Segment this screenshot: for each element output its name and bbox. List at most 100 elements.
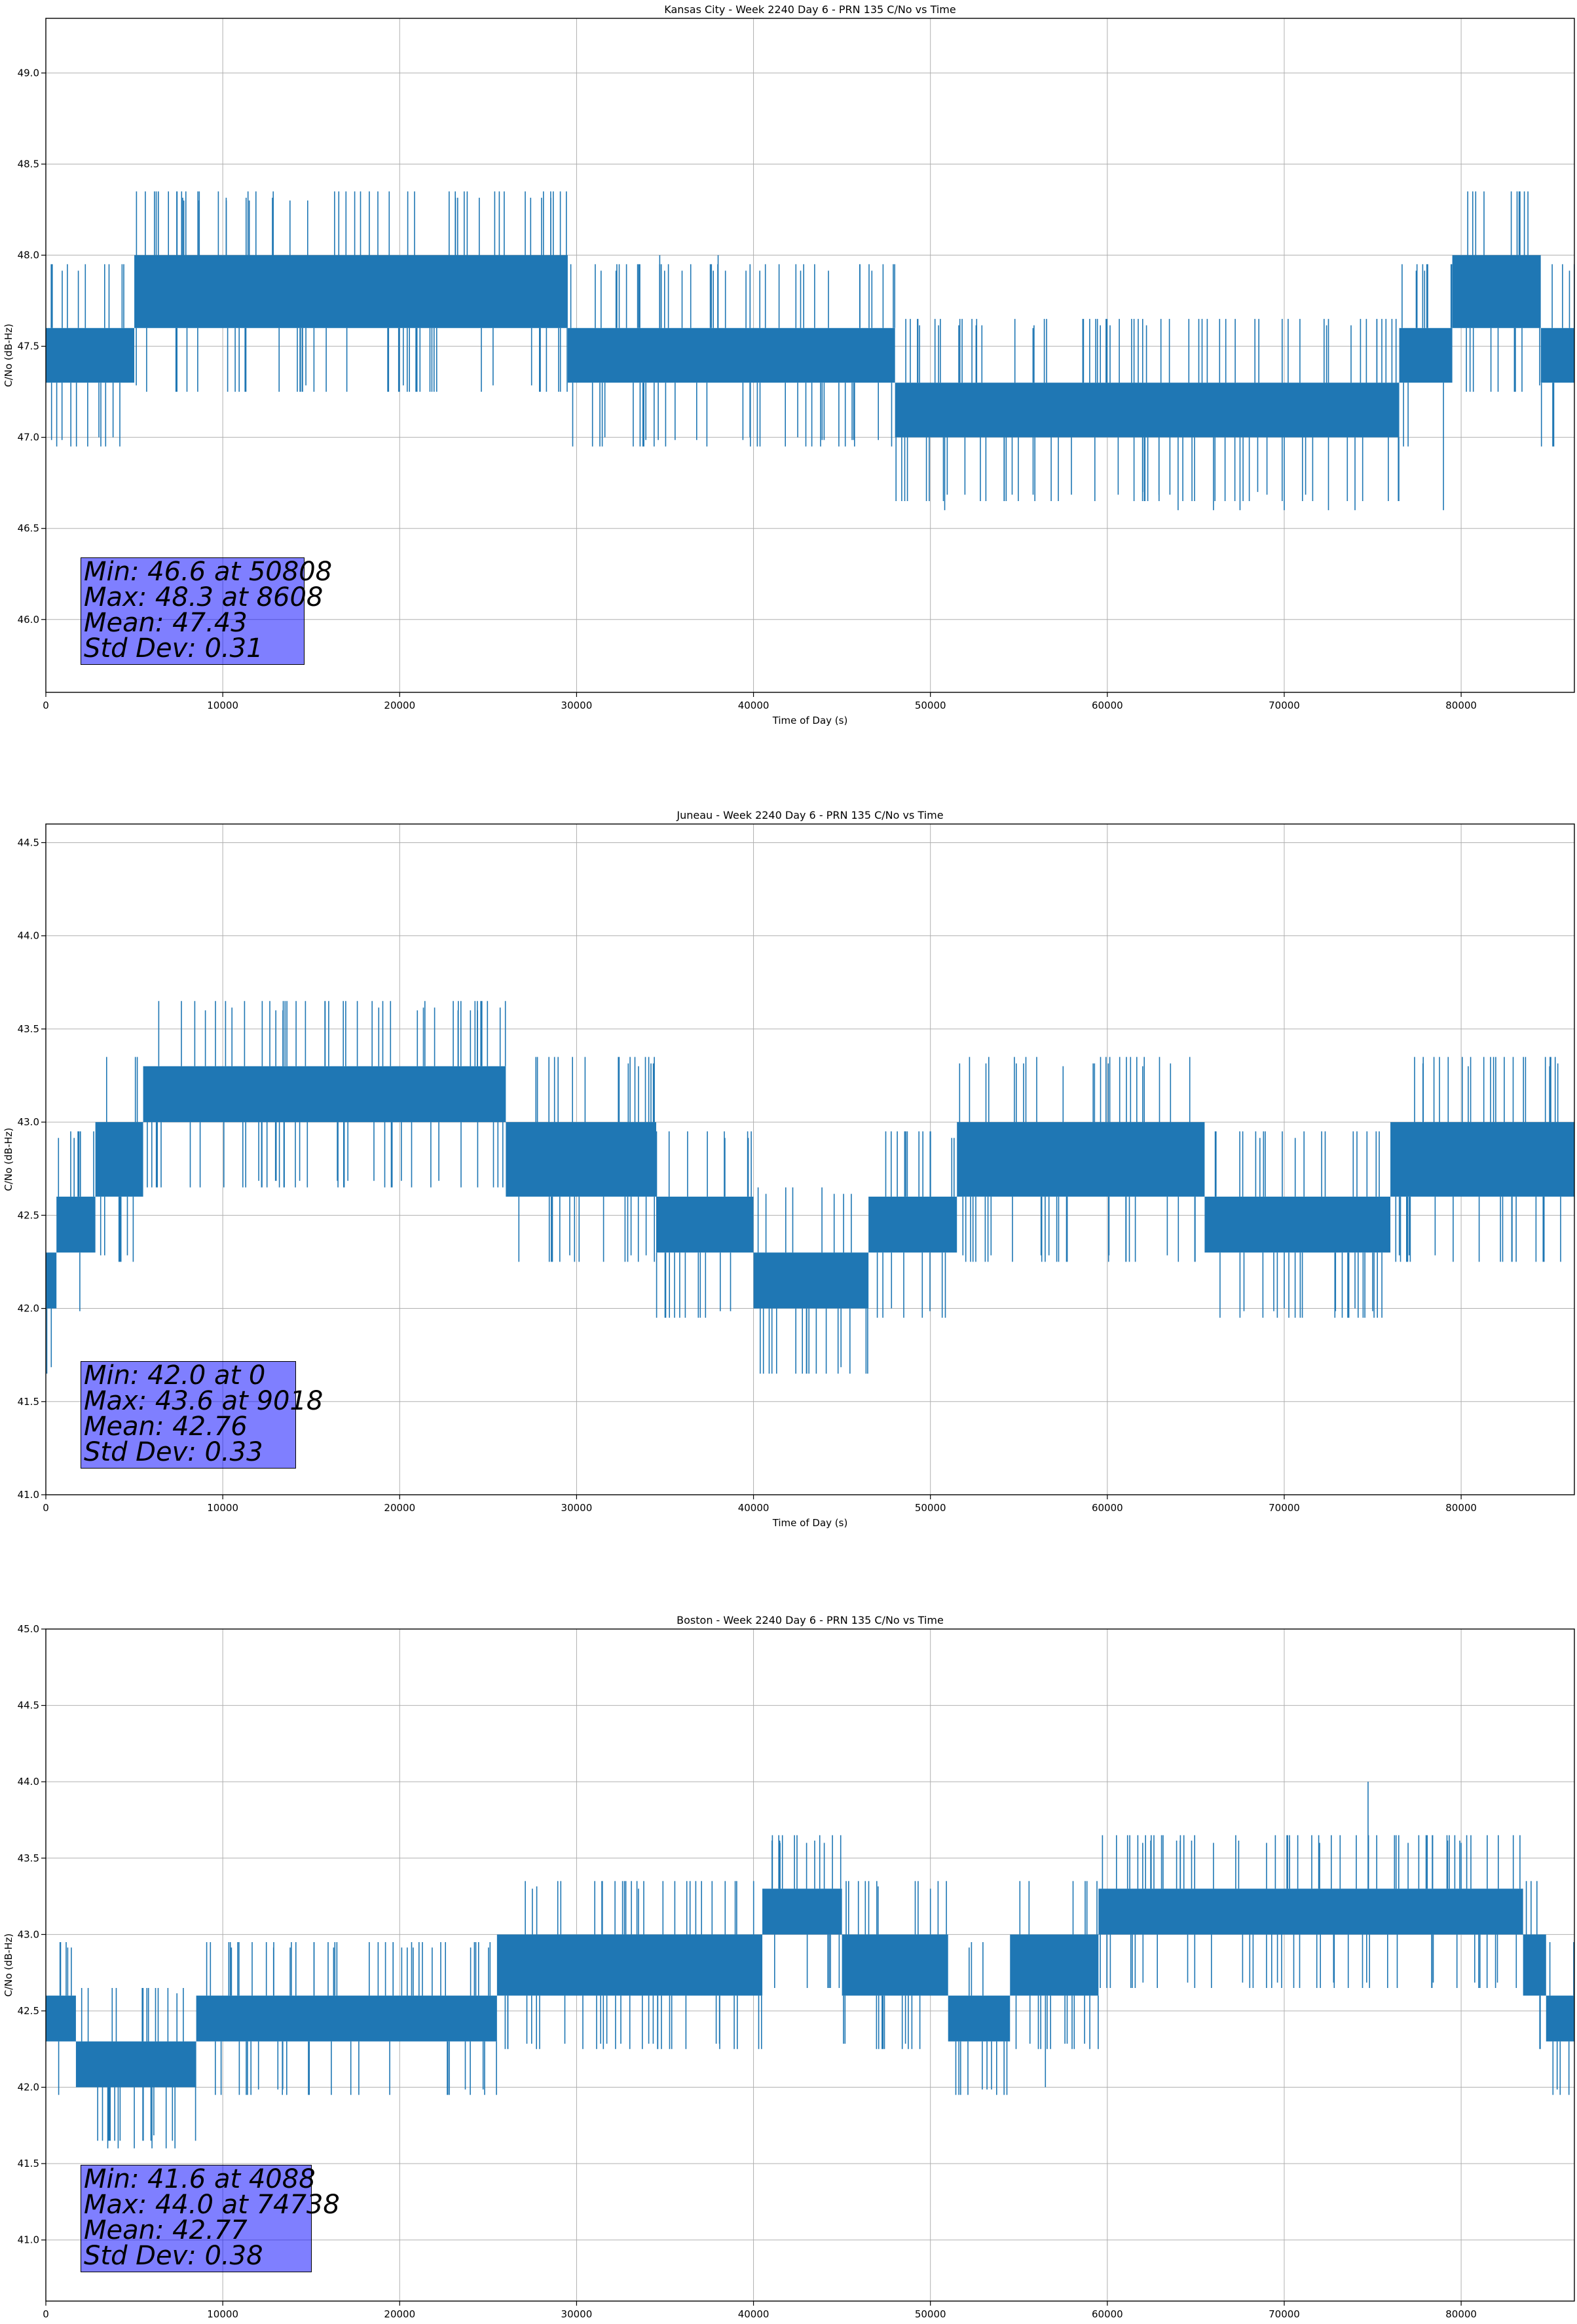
series-trace xyxy=(46,1782,1574,2148)
data-band xyxy=(868,1196,957,1253)
data-band xyxy=(496,1934,683,1996)
noise-strokes xyxy=(1540,264,1574,447)
y-tick-label: 44.0 xyxy=(18,930,39,942)
stats-line: Std Dev: 0.33 xyxy=(84,1437,263,1467)
x-tick-label: 70000 xyxy=(1269,1502,1300,1514)
stats-box: Min: 46.6 at 50808 Max: 48.3 at 8608 Mean:… xyxy=(81,557,333,665)
noise-strokes xyxy=(206,1942,497,2095)
x-tick-label: 80000 xyxy=(1445,2308,1477,2320)
y-tick-label: 41.0 xyxy=(18,1489,39,1501)
noise-strokes xyxy=(876,1131,955,1318)
data-band xyxy=(1204,1196,1391,1253)
noise-strokes xyxy=(518,1057,655,1262)
data-band xyxy=(895,383,1400,438)
stats-line: Max: 43.6 at 9018 xyxy=(84,1386,324,1416)
x-tick-label: 10000 xyxy=(207,700,238,711)
x-tick-label: 10000 xyxy=(207,1502,238,1514)
x-tick-label: 0 xyxy=(43,700,49,711)
data-band xyxy=(46,1995,76,2042)
plot-frame xyxy=(45,823,1575,1495)
chart-panel-1: Kansas City - Week 2240 Day 6 - PRN 135 … xyxy=(3,3,1575,726)
x-tick-label: 10000 xyxy=(207,2308,238,2320)
y-axis-label: C/No (dB-Hz) xyxy=(3,324,14,387)
x-tick-label: 30000 xyxy=(561,700,593,711)
data-band xyxy=(196,1995,497,2042)
x-axis-label: Time of Day (s) xyxy=(772,715,848,726)
y-tick-label: 42.5 xyxy=(18,1209,39,1221)
noise-strokes xyxy=(81,1988,196,2141)
x-tick-label: 70000 xyxy=(1269,2308,1300,2320)
chart-panel-2: Juneau - Week 2240 Day 6 - PRN 135 C/No … xyxy=(3,809,1575,1529)
noise-strokes xyxy=(1395,1057,1561,1262)
y-tick-label: 47.5 xyxy=(18,341,39,352)
y-tick-label: 46.0 xyxy=(18,614,39,626)
y-tick-label: 45.0 xyxy=(18,1623,39,1635)
data-band xyxy=(1098,1888,1523,1935)
noise-strokes xyxy=(843,1881,947,2050)
y-tick-label: 42.0 xyxy=(18,1303,39,1315)
y-tick-label: 43.0 xyxy=(18,1928,39,1940)
data-band xyxy=(842,1934,948,1996)
y-tick-label: 43.5 xyxy=(18,1023,39,1035)
y-tick-label: 48.5 xyxy=(18,158,39,170)
chart-title: Juneau - Week 2240 Day 6 - PRN 135 C/No … xyxy=(676,809,943,821)
noise-strokes xyxy=(1401,264,1453,447)
x-tick-label: 20000 xyxy=(384,2308,415,2320)
data-band xyxy=(1523,1934,1546,1996)
x-tick-label: 70000 xyxy=(1269,700,1300,711)
noise-strokes xyxy=(656,1131,752,1318)
plot-frame xyxy=(45,18,1575,693)
data-band xyxy=(1546,1995,1574,2042)
stats-line: Min: 46.6 at 50808 xyxy=(84,557,333,587)
noise-strokes xyxy=(136,191,568,392)
noise-strokes xyxy=(1214,1131,1382,1318)
noise-strokes xyxy=(955,1942,1008,2095)
x-tick-label: 40000 xyxy=(738,700,770,711)
stats-line: Max: 48.3 at 8608 xyxy=(84,582,324,612)
x-tick-label: 0 xyxy=(43,2308,49,2320)
x-tick-label: 50000 xyxy=(915,2308,946,2320)
stats-line: Std Dev: 0.38 xyxy=(84,2241,263,2271)
y-tick-label: 44.5 xyxy=(18,1700,39,1712)
x-tick-label: 60000 xyxy=(1092,2308,1123,2320)
x-tick-label: 50000 xyxy=(915,700,946,711)
y-tick-label: 43.5 xyxy=(18,1852,39,1864)
x-tick-label: 0 xyxy=(43,1502,49,1514)
x-tick-label: 50000 xyxy=(915,1502,946,1514)
y-tick-label: 48.0 xyxy=(18,250,39,261)
noise-strokes xyxy=(504,1881,676,2050)
stats-line: Std Dev: 0.31 xyxy=(84,633,263,664)
y-tick-label: 43.0 xyxy=(18,1116,39,1128)
noise-strokes xyxy=(1015,1881,1099,2050)
chart-panel-3: Boston - Week 2240 Day 6 - PRN 135 C/No … xyxy=(3,1614,1575,2324)
noise-strokes xyxy=(959,1057,1196,1262)
data-band xyxy=(134,255,568,328)
data-band xyxy=(1010,1934,1099,1996)
noise-strokes xyxy=(147,1001,506,1188)
noise-strokes xyxy=(58,1131,94,1311)
stats-line: Min: 42.0 at 0 xyxy=(84,1360,266,1391)
data-band xyxy=(753,1252,869,1309)
y-tick-label: 42.5 xyxy=(18,2005,39,2017)
data-band xyxy=(1390,1122,1574,1197)
x-axis-label: Time of Day (s) xyxy=(772,1517,848,1529)
data-band xyxy=(957,1122,1205,1197)
x-tick-label: 30000 xyxy=(561,2308,593,2320)
y-tick-label: 49.0 xyxy=(18,67,39,79)
series-trace xyxy=(46,191,1574,510)
x-tick-label: 80000 xyxy=(1445,1502,1477,1514)
plot-frame xyxy=(45,1628,1575,2302)
noise-strokes xyxy=(685,1881,762,2050)
data-band xyxy=(1399,328,1453,383)
chart-title: Boston - Week 2240 Day 6 - PRN 135 C/No … xyxy=(677,1614,944,1626)
data-band xyxy=(1540,328,1574,383)
data-band xyxy=(46,328,135,383)
x-tick-label: 60000 xyxy=(1092,700,1123,711)
x-tick-label: 80000 xyxy=(1445,700,1477,711)
stats-box: Min: 41.6 at 4088 Max: 44.0 at 74738 Mean:… xyxy=(81,2165,340,2272)
data-band xyxy=(1452,255,1541,328)
y-axis-label: C/No (dB-Hz) xyxy=(3,1128,14,1191)
x-tick-label: 40000 xyxy=(738,2308,770,2320)
y-tick-label: 46.5 xyxy=(18,523,39,534)
stats-line: Mean: 47.43 xyxy=(84,608,248,638)
